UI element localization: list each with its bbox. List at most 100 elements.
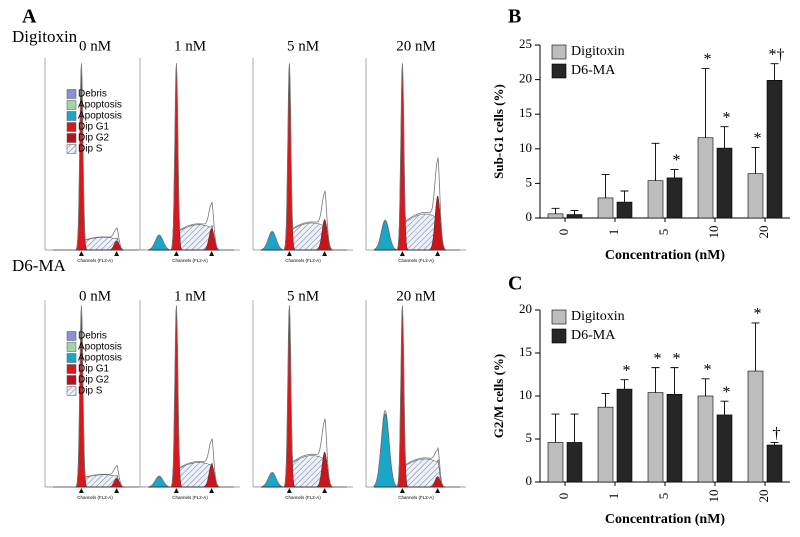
bar	[647, 180, 664, 219]
error-bar	[601, 173, 610, 198]
s-phase	[53, 474, 139, 488]
error-bar	[570, 413, 579, 443]
x-axis-title: Concentration (nM)	[605, 248, 725, 263]
x-axis-label: Channels (FL2-A)	[77, 258, 113, 263]
x-tick-label: 0	[556, 229, 571, 236]
y-tick-label: 5	[526, 430, 533, 445]
y-axis-title: G2/M cells (%)	[491, 354, 506, 438]
x-tick-label: 20	[756, 490, 771, 503]
g1-peak	[148, 70, 234, 251]
bar	[597, 197, 614, 219]
x-tick-label: 5	[656, 493, 671, 500]
legend-label: Apoptosis	[78, 100, 122, 111]
peak-marker	[173, 488, 179, 493]
significance-mark: *	[754, 306, 762, 323]
error-bar	[770, 441, 779, 446]
x-tick-label: 1	[606, 493, 621, 500]
peak-marker	[435, 488, 441, 493]
concentration-label: 1 nM	[174, 288, 206, 304]
x-axis-label: Channels (FL2-A)	[172, 258, 208, 263]
peak-marker	[173, 251, 179, 256]
error-bar	[570, 209, 579, 215]
legend-label: Digitoxin	[571, 309, 625, 324]
error-bar	[651, 142, 660, 181]
legend-label: Digitoxin	[571, 44, 625, 59]
bar	[547, 442, 564, 483]
peak-marker	[114, 488, 120, 493]
x-tick-label: 20	[756, 226, 771, 239]
legend-label: Debris	[78, 89, 107, 100]
concentration-label: 0 nM	[79, 38, 111, 54]
peak-marker	[322, 488, 328, 493]
x-axis-label: Channels (FL2-A)	[77, 495, 113, 500]
legend-swatch	[66, 353, 77, 363]
bar	[566, 214, 583, 219]
significance-mark: *	[673, 350, 681, 367]
significance-mark: †	[773, 425, 781, 442]
error-bar	[701, 378, 710, 396]
x-axis-label: Channels (FL2-A)	[285, 258, 321, 263]
peak-marker	[399, 251, 405, 256]
legend-label: Dip G2	[78, 133, 110, 144]
legend-swatch	[66, 122, 77, 132]
concentration-label: 5 nM	[287, 38, 319, 54]
envelope	[53, 63, 139, 251]
y-tick-label: 10	[519, 387, 532, 402]
legend-label: Apoptosis	[78, 111, 122, 122]
s-phase	[53, 236, 139, 251]
significance-mark: *	[654, 350, 662, 367]
peak-marker	[399, 488, 405, 493]
envelope	[373, 305, 460, 488]
envelope	[373, 63, 460, 251]
error-bar	[670, 169, 679, 178]
bar	[597, 406, 614, 483]
envelope	[260, 63, 347, 251]
x-tick-label: 0	[556, 493, 571, 500]
row-label: D6-MA	[12, 256, 67, 275]
error-bar	[551, 413, 560, 443]
peak-marker	[435, 251, 441, 256]
row-label: Digitoxin	[12, 27, 78, 46]
legend-swatch	[66, 331, 77, 341]
bar	[547, 213, 564, 219]
legend-swatch	[66, 386, 77, 396]
error-bar	[651, 367, 660, 393]
bar	[766, 79, 783, 219]
legend-swatch	[66, 375, 77, 385]
y-tick-label: 0	[526, 209, 533, 224]
peak-marker	[322, 251, 328, 256]
x-axis-title: Concentration (nM)	[605, 512, 725, 527]
error-bar	[620, 379, 629, 390]
legend-label: Apoptosis	[78, 342, 122, 353]
legend-swatch	[66, 133, 77, 143]
bar	[766, 444, 783, 483]
error-bar	[720, 400, 729, 415]
bar	[666, 177, 683, 219]
error-bar	[620, 190, 629, 203]
x-axis-label: Channels (FL2-A)	[398, 495, 434, 500]
bar	[747, 173, 764, 219]
y-axis-title: Sub-G1 cells (%)	[491, 84, 506, 179]
error-bar	[551, 207, 560, 214]
legend-swatch	[551, 309, 567, 325]
y-tick-label: 20	[519, 301, 532, 316]
g1-peak	[148, 312, 234, 488]
peak-marker	[78, 251, 84, 256]
x-tick-label: 1	[606, 229, 621, 236]
peak-marker	[286, 488, 292, 493]
envelope	[148, 305, 234, 488]
legend-label: Dip G2	[78, 375, 110, 386]
significance-mark: *	[723, 109, 731, 126]
legend-label: D6-MA	[571, 63, 616, 78]
bar	[566, 442, 583, 483]
legend-swatch	[66, 342, 77, 352]
bar	[697, 137, 714, 219]
error-bar	[670, 367, 679, 395]
significance-mark: *	[704, 51, 712, 68]
legend-swatch	[66, 89, 77, 99]
significance-mark: *†	[769, 46, 785, 63]
y-tick-label: 25	[519, 36, 532, 51]
x-tick-label: 10	[706, 490, 721, 503]
y-tick-label: 10	[519, 140, 532, 155]
